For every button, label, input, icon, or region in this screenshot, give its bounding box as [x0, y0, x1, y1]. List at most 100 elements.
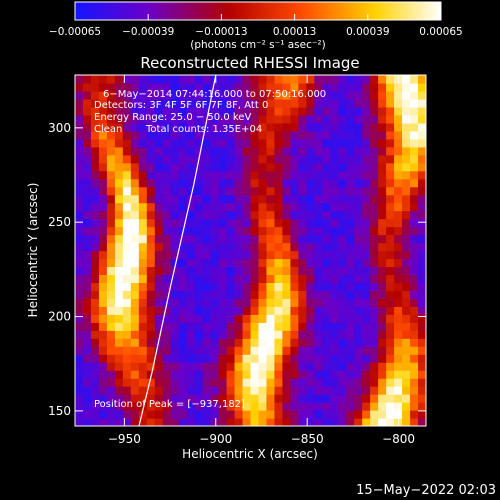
heatmap-cell [106, 98, 116, 108]
heatmap-cell [338, 114, 347, 124]
heatmap-cell [226, 394, 236, 403]
heatmap-cell [418, 250, 426, 260]
heatmap-cell [266, 90, 276, 100]
heatmap-cell [306, 362, 315, 371]
heatmap-cell [178, 314, 188, 323]
heatmap-cell [250, 282, 260, 291]
heatmap-cell [234, 82, 244, 92]
heatmap-cell [266, 402, 276, 411]
heatmap-cell [394, 146, 403, 156]
heatmap-cell [122, 218, 132, 228]
heatmap-cell [282, 306, 291, 315]
heatmap-cell [162, 122, 172, 132]
heatmap-cell [234, 122, 244, 132]
heatmap-cell [90, 346, 100, 355]
heatmap-cell [122, 154, 132, 164]
heatmap-cell [346, 242, 355, 252]
heatmap-cell [258, 170, 268, 180]
heatmap-cell [170, 418, 180, 426]
colorbar-gradient [75, 2, 441, 20]
heatmap-cell [418, 146, 426, 156]
heatmap-cell [75, 106, 84, 116]
heatmap-cell [266, 186, 276, 196]
heatmap-cell [194, 298, 204, 307]
heatmap-cell [322, 306, 331, 315]
heatmap-cell [306, 106, 315, 116]
heatmap-cell [75, 154, 84, 164]
heatmap-cell [218, 186, 228, 196]
heatmap-cell [218, 386, 228, 395]
heatmap-cell [274, 274, 284, 284]
heatmap-cell [242, 162, 252, 172]
heatmap-cell [394, 250, 403, 260]
heatmap-cell [98, 114, 108, 124]
heatmap-cell [82, 250, 92, 260]
heatmap-cell [242, 170, 252, 180]
heatmap-cell [202, 274, 212, 284]
heatmap-cell [274, 282, 284, 291]
heatmap-cell [186, 154, 196, 164]
heatmap-cell [178, 290, 188, 299]
heatmap-cell [354, 354, 363, 363]
heatmap-cell [394, 178, 403, 188]
heatmap-cell [178, 218, 188, 228]
heatmap-cell [226, 75, 236, 84]
heatmap-cell [114, 378, 124, 387]
heatmap-cell [178, 402, 188, 411]
heatmap-cell [98, 106, 108, 116]
heatmap-cell [234, 266, 244, 276]
heatmap-cell [194, 346, 204, 355]
heatmap-cell [346, 146, 355, 156]
heatmap-cell [290, 386, 299, 395]
heatmap-cell [154, 330, 164, 339]
heatmap-cell [378, 306, 387, 315]
heatmap-cell [282, 234, 291, 244]
heatmap-cell [274, 122, 284, 132]
heatmap-cell [418, 314, 426, 323]
heatmap-cell [274, 330, 284, 339]
heatmap-cell [122, 290, 132, 299]
heatmap-cell [370, 106, 379, 116]
heatmap-cell [75, 170, 84, 180]
annotation-time-range: 6−May−2014 07:44:16.000 to 07:50:16.000 [103, 89, 326, 100]
heatmap-cell [370, 298, 379, 307]
heatmap-cell [234, 210, 244, 220]
heatmap-cell [154, 138, 164, 148]
heatmap-cell [154, 290, 164, 299]
heatmap-cell [218, 226, 228, 236]
heatmap-cell [106, 266, 116, 276]
heatmap-cell [82, 75, 92, 84]
heatmap-cell [314, 298, 323, 307]
heatmap-cell [178, 146, 188, 156]
heatmap-cell [410, 290, 419, 299]
heatmap-cell [218, 98, 228, 108]
heatmap-cell [178, 234, 188, 244]
heatmap-cell [338, 274, 347, 284]
heatmap-cell [98, 162, 108, 172]
heatmap-cell [90, 402, 100, 411]
heatmap-cell [370, 410, 379, 419]
heatmap-cell [122, 410, 132, 419]
heatmap-cell [298, 258, 307, 268]
heatmap-cell [114, 114, 124, 124]
heatmap-cell [98, 194, 108, 204]
heatmap-cell [274, 202, 284, 212]
heatmap-cell [170, 234, 180, 244]
heatmap-cell [242, 402, 252, 411]
heatmap-cell [75, 130, 84, 140]
heatmap-cell [114, 130, 124, 140]
heatmap-cell [170, 194, 180, 204]
heatmap-cell [306, 402, 315, 411]
heatmap-cell [370, 354, 379, 363]
heatmap-cell [322, 202, 331, 212]
heatmap-cell [282, 202, 291, 212]
heatmap-cell [234, 242, 244, 252]
heatmap-cell [330, 258, 339, 268]
heatmap-cell [290, 378, 299, 387]
heatmap-cell [242, 218, 252, 228]
heatmap-cell [234, 418, 244, 426]
heatmap-cell [202, 314, 212, 323]
heatmap-cell [75, 402, 84, 411]
heatmap-cell [138, 394, 148, 403]
heatmap-cell [170, 130, 180, 140]
